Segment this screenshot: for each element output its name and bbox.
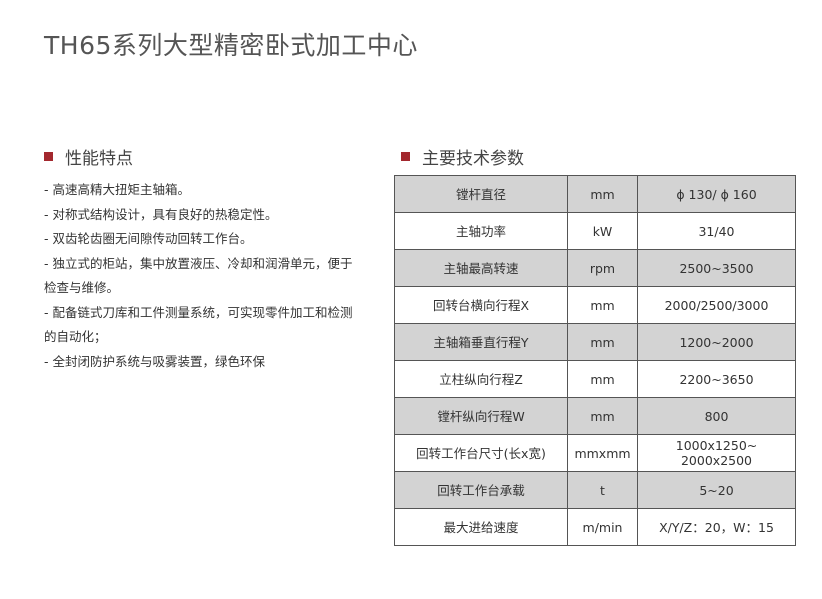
param-unit: mm [567,397,638,435]
bullet-square-icon [44,152,53,161]
param-name: 回转台横向行程X [394,286,568,324]
param-name: 镗杆直径 [394,175,568,213]
feature-item: - 配备链式刀库和工件测量系统，可实现零件加工和检测的自动化； [44,304,353,345]
features-list: - 高速高精大扭矩主轴箱。 - 对称式结构设计，具有良好的热稳定性。 - 双齿轮齿圈… [44,178,356,374]
param-value: 1000x1250~ 2000x2500 [637,434,796,472]
param-value: 5~20 [637,471,796,509]
feature-item: - 双齿轮齿圈无间隙传动回转工作台。 [44,231,253,246]
feature-item: - 高速高精大扭矩主轴箱。 [44,182,190,197]
specs-heading: 主要技术参数 [401,144,524,169]
param-name: 镗杆纵向行程W [394,397,568,435]
param-unit: mm [567,360,638,398]
param-name: 主轴功率 [394,212,568,250]
table-row: 回转台横向行程X mm 2000/2500/3000 [394,286,796,324]
feature-item: - 全封闭防护系统与吸雾装置，绿色环保 [44,353,265,369]
feature-item: - 对称式结构设计，具有良好的热稳定性。 [44,206,278,222]
param-name: 立柱纵向行程Z [394,360,568,398]
table-row: 镗杆纵向行程W mm 800 [394,397,796,435]
param-name: 回转工作台尺寸(长x宽) [394,434,568,472]
features-heading-text: 性能特点 [65,149,133,169]
param-name: 主轴箱垂直行程Y [394,323,568,361]
param-unit: mm [567,286,638,324]
features-heading: 性能特点 [44,144,133,169]
table-row: 主轴箱垂直行程Y mm 1200~2000 [394,323,796,361]
param-unit: mmxmm [567,434,638,472]
param-value: 800 [637,397,796,435]
param-name: 回转工作台承载 [394,471,568,509]
param-name: 最大进给速度 [394,508,568,546]
param-value: 2200~3650 [637,360,796,398]
param-value: 1200~2000 [637,323,796,361]
param-value: ϕ 130/ ϕ 160 [637,175,796,213]
table-row: 主轴功率 kW 31/40 [394,212,796,250]
table-row: 最大进给速度 m/min X/Y/Z：20，W：15 [394,508,796,546]
param-value: X/Y/Z：20，W：15 [637,508,796,546]
feature-item: - 独立式的柜站，集中放置液压、冷却和润滑单元，便于检查与维修。 [44,255,353,296]
param-unit: kW [567,212,638,250]
param-value: 2500~3500 [637,249,796,287]
bullet-square-icon [401,152,410,161]
param-name: 主轴最高转速 [394,249,568,287]
specs-table: 镗杆直径 mm ϕ 130/ ϕ 160 主轴功率 kW 31/40 主轴最高转速 rpm 25… [394,175,796,546]
param-unit: rpm [567,249,638,287]
table-row: 主轴最高转速 rpm 2500~3500 [394,249,796,287]
param-unit: t [567,471,638,509]
specs-heading-text: 主要技术参数 [422,149,524,169]
table-row: 回转工作台承载 t 5~20 [394,471,796,509]
table-row: 镗杆直径 mm ϕ 130/ ϕ 160 [394,175,796,213]
param-unit: m/min [567,508,638,546]
param-unit: mm [567,323,638,361]
table-row: 回转工作台尺寸(长x宽) mmxmm 1000x1250~ 2000x2500 [394,434,796,472]
param-value: 31/40 [637,212,796,250]
param-value: 2000/2500/3000 [637,286,796,324]
param-unit: mm [567,175,638,213]
table-row: 立柱纵向行程Z mm 2200~3650 [394,360,796,398]
page-title: TH65系列大型精密卧式加工中心 [44,31,418,60]
